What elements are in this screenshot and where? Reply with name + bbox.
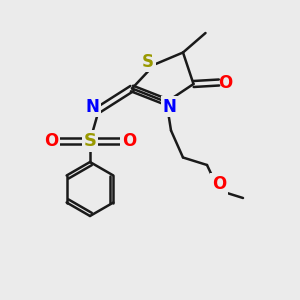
Text: O: O <box>44 132 58 150</box>
Text: N: N <box>85 98 99 116</box>
Text: O: O <box>218 74 233 92</box>
Text: O: O <box>212 175 226 193</box>
Text: S: S <box>142 52 154 70</box>
Text: N: N <box>163 98 176 116</box>
Text: O: O <box>122 132 136 150</box>
Text: S: S <box>83 132 97 150</box>
